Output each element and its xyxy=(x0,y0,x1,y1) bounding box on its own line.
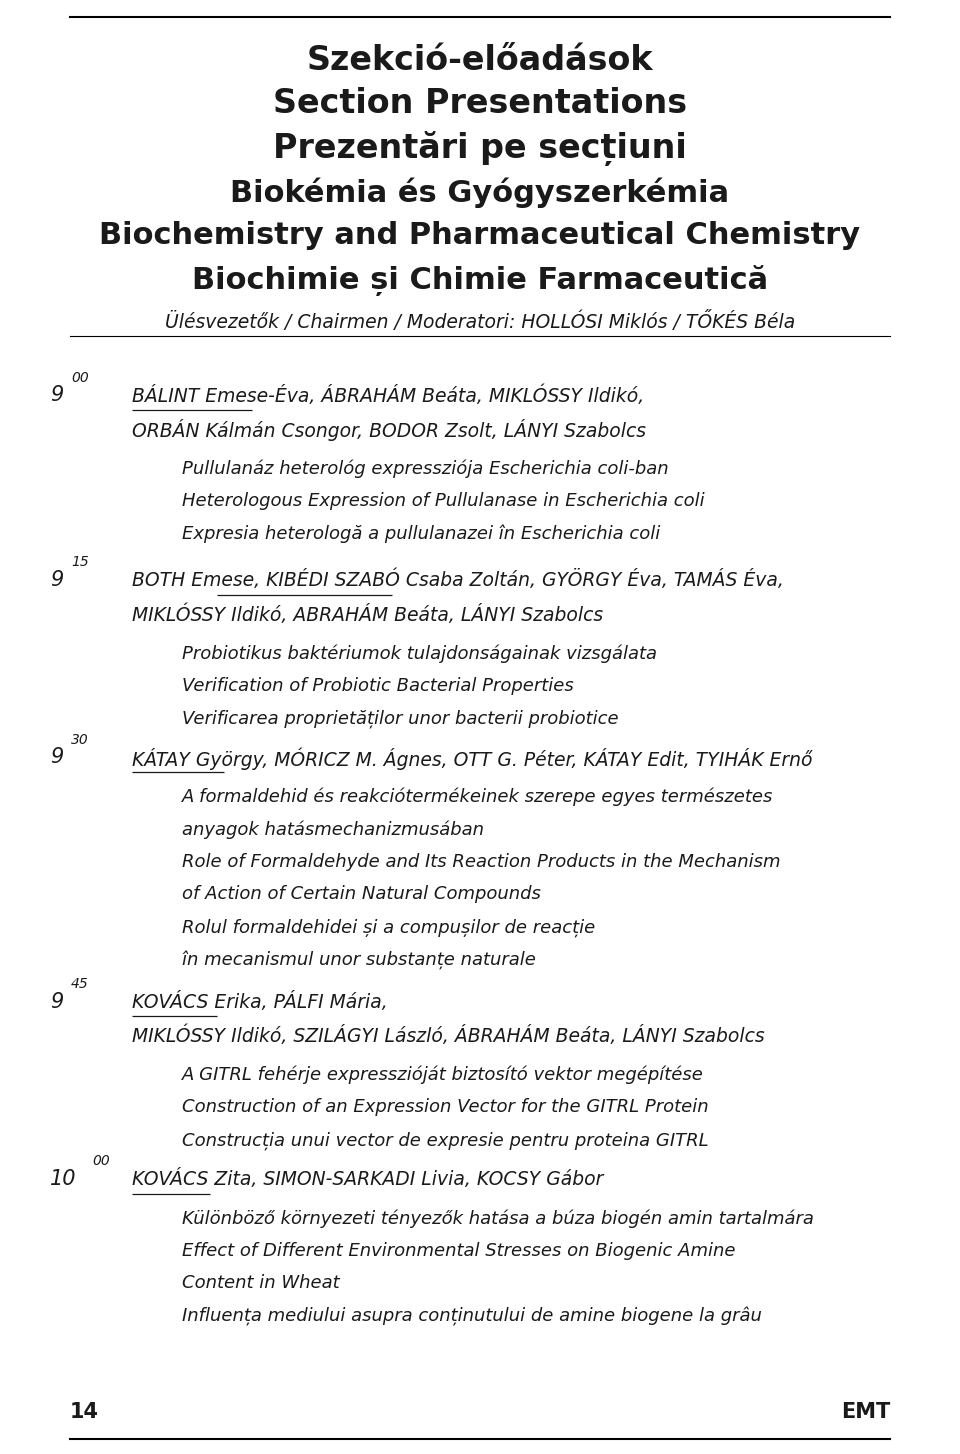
Text: BOTH Emese, KIBÉDI SZABÓ Csaba Zoltán, GYÖRGY Éva, TAMÁS Éva,: BOTH Emese, KIBÉDI SZABÓ Csaba Zoltán, G… xyxy=(132,570,784,590)
Text: 14: 14 xyxy=(70,1402,99,1422)
Text: Biochemistry and Pharmaceutical Chemistry: Biochemistry and Pharmaceutical Chemistr… xyxy=(100,221,860,250)
Text: 00: 00 xyxy=(71,371,88,385)
Text: Influența mediului asupra conținutului de amine biogene la grâu: Influența mediului asupra conținutului d… xyxy=(182,1307,762,1326)
Text: 00: 00 xyxy=(92,1154,109,1169)
Text: ORBÁN Kálmán Csongor, BODOR Zsolt, LÁNYI Szabolcs: ORBÁN Kálmán Csongor, BODOR Zsolt, LÁNYI… xyxy=(132,419,646,442)
Text: Effect of Different Environmental Stresses on Biogenic Amine: Effect of Different Environmental Stress… xyxy=(182,1242,736,1259)
Text: Expresia heterologă a pullulanazei în Escherichia coli: Expresia heterologă a pullulanazei în Es… xyxy=(182,525,660,544)
Text: Prezentări pe secțiuni: Prezentări pe secțiuni xyxy=(274,131,686,166)
Text: Probiotikus baktériumok tulajdonságainak vizsgálata: Probiotikus baktériumok tulajdonságainak… xyxy=(182,644,658,663)
Text: MIKLÓSSY Ildikó, SZILÁGYI László, ÁBRAHÁM Beáta, LÁNYI Szabolcs: MIKLÓSSY Ildikó, SZILÁGYI László, ÁBRAHÁ… xyxy=(132,1027,765,1047)
Text: Biokémia és Gyógyszerkémia: Biokémia és Gyógyszerkémia xyxy=(230,177,730,208)
Text: în mecanismul unor substanțe naturale: în mecanismul unor substanțe naturale xyxy=(182,951,537,970)
Text: 45: 45 xyxy=(71,977,88,992)
Text: MIKLÓSSY Ildikó, ABRAHÁM Beáta, LÁNYI Szabolcs: MIKLÓSSY Ildikó, ABRAHÁM Beáta, LÁNYI Sz… xyxy=(132,605,604,625)
Text: 15: 15 xyxy=(71,555,88,570)
Text: 9: 9 xyxy=(50,570,63,590)
Text: 10: 10 xyxy=(50,1169,77,1189)
Text: Construction of an Expression Vector for the GITRL Protein: Construction of an Expression Vector for… xyxy=(182,1099,709,1117)
Text: KOVÁCS Zita, SIMON-SARKADI Livia, KOCSY Gábor: KOVÁCS Zita, SIMON-SARKADI Livia, KOCSY … xyxy=(132,1169,604,1189)
Text: 9: 9 xyxy=(50,385,63,406)
Text: A GITRL fehérje expresszióját biztosító vektor megépítése: A GITRL fehérje expresszióját biztosító … xyxy=(182,1066,705,1085)
Text: Construcția unui vector de expresie pentru proteina GITRL: Construcția unui vector de expresie pent… xyxy=(182,1131,709,1150)
Text: Különböző környezeti tényezők hatása a búza biogén amin tartalmára: Különböző környezeti tényezők hatása a b… xyxy=(182,1210,814,1227)
Text: Content in Wheat: Content in Wheat xyxy=(182,1274,340,1293)
Text: anyagok hatásmechanizmusában: anyagok hatásmechanizmusában xyxy=(182,820,485,839)
Text: EMT: EMT xyxy=(841,1402,890,1422)
Text: KOVÁCS Erika, PÁLFI Mária,: KOVÁCS Erika, PÁLFI Mária, xyxy=(132,992,388,1012)
Text: 30: 30 xyxy=(71,733,88,747)
Text: KÁTAY György, MÓRICZ M. Ágnes, OTT G. Péter, KÁTAY Edit, TYIHÁK Ernő: KÁTAY György, MÓRICZ M. Ágnes, OTT G. Pé… xyxy=(132,747,813,769)
Text: of Action of Certain Natural Compounds: of Action of Certain Natural Compounds xyxy=(182,885,541,903)
Text: BÁLINT Emese-Éva, ÁBRAHÁM Beáta, MIKLÓSSY Ildikó,: BÁLINT Emese-Éva, ÁBRAHÁM Beáta, MIKLÓSS… xyxy=(132,385,645,406)
Text: Szekció-előadások: Szekció-előadások xyxy=(307,44,653,77)
Text: Rolul formaldehidei și a compușilor de reacție: Rolul formaldehidei și a compușilor de r… xyxy=(182,919,595,936)
Text: Section Presentations: Section Presentations xyxy=(273,87,687,121)
Text: Biochimie și Chimie Farmaceutică: Biochimie și Chimie Farmaceutică xyxy=(192,265,768,295)
Text: A formaldehid és reakciótermékeinek szerepe egyes természetes: A formaldehid és reakciótermékeinek szer… xyxy=(182,788,774,806)
Text: 9: 9 xyxy=(50,747,63,768)
Text: Verification of Probiotic Bacterial Properties: Verification of Probiotic Bacterial Prop… xyxy=(182,678,574,695)
Text: Heterologous Expression of Pullulanase in Escherichia coli: Heterologous Expression of Pullulanase i… xyxy=(182,491,705,510)
Text: Pullulanáz heterológ expressziója Escherichia coli-ban: Pullulanáz heterológ expressziója Escher… xyxy=(182,459,669,478)
Text: Role of Formaldehyde and Its Reaction Products in the Mechanism: Role of Formaldehyde and Its Reaction Pr… xyxy=(182,852,780,871)
Text: Verificarea proprietăților unor bacterii probiotice: Verificarea proprietăților unor bacterii… xyxy=(182,710,619,728)
Text: 9: 9 xyxy=(50,992,63,1012)
Text: Ülésvezetők / Chairmen / Moderatori: HOLLÓSI Miklós / TŐKÉS Béla: Ülésvezetők / Chairmen / Moderatori: HOL… xyxy=(165,311,795,332)
